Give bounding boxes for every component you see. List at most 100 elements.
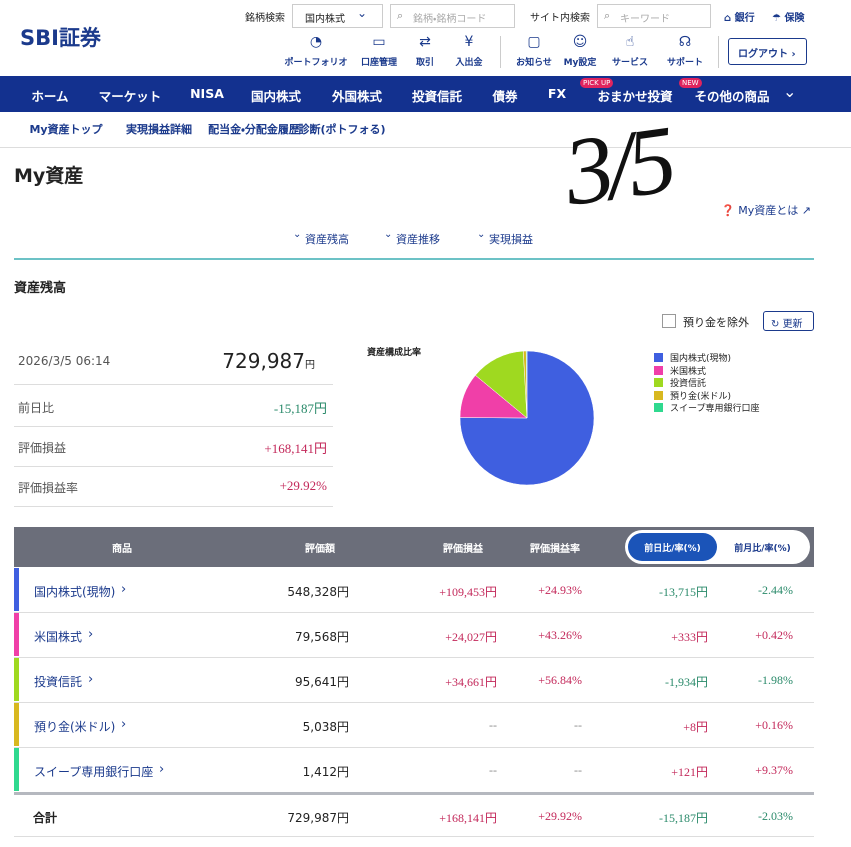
sub-nav-item[interactable]: My資産トップ [29, 123, 103, 136]
nav-item[interactable]: ホーム [31, 89, 69, 104]
summary-value: +29.92% [279, 478, 327, 493]
cell: -- [489, 718, 497, 732]
icon-label[interactable]: サービス [611, 58, 648, 68]
icon-label[interactable]: 口座管理 [360, 58, 397, 68]
nav-item[interactable]: 外国株式 [331, 89, 382, 104]
nav-item[interactable]: マーケット [98, 89, 162, 104]
product-link[interactable]: 国内株式(現物) [34, 585, 116, 599]
product-link[interactable]: 米国株式 [34, 630, 83, 644]
cell: 548,328円 [287, 585, 349, 599]
bank-link[interactable]: ⌂ 銀行 [724, 13, 755, 24]
table-header-cell: 評価損益 [443, 544, 483, 555]
cell: +333円 [671, 630, 708, 644]
row-border [14, 426, 333, 427]
legend-label: 国内株式(現物) [670, 354, 732, 364]
table-header-cell: 評価額 [305, 544, 335, 555]
sub-nav-item[interactable]: 配当金・分配金履歴 [208, 123, 300, 136]
summary-label: 評価損益率 [18, 481, 79, 495]
cell: +24,027円 [445, 630, 497, 644]
product-link[interactable]: 預り金(米ドル) [34, 720, 116, 734]
cell: +56.84% [538, 673, 582, 687]
anchor-link[interactable]: 実現損益 [489, 233, 533, 246]
sub-nav-item[interactable]: 診断(ポトフォる) [298, 123, 386, 136]
cell: -1,934円 [665, 675, 708, 689]
icon: ▭ [372, 34, 386, 50]
row-color-bar [14, 748, 19, 791]
nav-item[interactable]: その他の商品 [694, 89, 770, 104]
cell: -- [489, 763, 497, 777]
site-search-input[interactable]: ⌕ キーワード [597, 4, 711, 28]
page-title: My資産 [14, 165, 84, 187]
badge: NEW [679, 78, 702, 88]
nav-item[interactable]: FX [547, 86, 567, 101]
legend-label: 投資信託 [670, 379, 707, 390]
chevron: › [159, 762, 165, 777]
checkbox[interactable] [662, 314, 676, 328]
cell: 5,038円 [302, 720, 349, 734]
anchor-link[interactable]: 資産推移 [396, 233, 440, 246]
help-link[interactable]: ❓ My資産とは ↗ [721, 204, 811, 217]
icon-label[interactable]: ポートフォリオ [284, 58, 348, 68]
nav-item[interactable]: NISA [190, 86, 224, 101]
cell: -13,715円 [659, 585, 708, 599]
nav-item[interactable]: 債券 [492, 89, 518, 104]
divider [500, 36, 501, 68]
row-color-bar [14, 658, 19, 701]
nav-item[interactable]: おまかせ投資 [597, 89, 673, 104]
chevron: › [121, 717, 127, 732]
row-color-bar [14, 568, 19, 611]
cell: +34,661円 [445, 675, 497, 689]
toggle-option[interactable]: 前日比/率(%) [644, 544, 701, 554]
cell: +24.93% [538, 583, 582, 597]
checkbox-label: 預り金を除外 [683, 316, 749, 329]
nav-item[interactable]: 投資信託 [411, 89, 462, 104]
placeholder: 銘柄・銘柄コード [413, 14, 487, 25]
cell: -1.98% [758, 673, 793, 687]
product-link[interactable]: スイープ専用銀行口座 [34, 765, 154, 779]
icon-label[interactable]: お知らせ [516, 58, 552, 68]
cell: +43.26% [538, 628, 582, 642]
stock-search-input[interactable]: ⌕ 銘柄・銘柄コード [390, 4, 515, 28]
row-color-bar [14, 703, 19, 746]
product-link[interactable]: 投資信託 [34, 675, 83, 689]
summary-label: 評価損益 [18, 441, 67, 455]
market-select[interactable]: 国内株式 ⌄ [292, 4, 383, 28]
insurance-text: 保険 [784, 13, 805, 24]
logout-button[interactable]: ログアウト › [728, 38, 807, 65]
icon: ☺ [572, 34, 588, 50]
row-border [14, 506, 333, 507]
stock-search-label: 銘柄検索 [245, 13, 285, 24]
row-border [14, 836, 814, 837]
summary-label: 前日比 [18, 401, 55, 415]
icon-label[interactable]: サポート [666, 58, 703, 68]
chevron: ⌄ [357, 6, 368, 20]
icon: ▢ [527, 34, 541, 50]
anchor-link[interactable]: 資産残高 [305, 233, 349, 246]
logo[interactable]: SBI証券 [20, 26, 101, 50]
pie-slice [525, 350, 528, 419]
cell: 729,987円 [287, 811, 349, 825]
section-title: 資産残高 [14, 281, 67, 296]
row-border [14, 657, 814, 658]
toggle-option[interactable]: 前月比/率(%) [734, 544, 791, 554]
refresh-button[interactable]: ↻ 更新 [763, 311, 814, 331]
icon-label[interactable]: 入出金 [455, 58, 483, 68]
refresh-label: 更新 [782, 319, 803, 330]
row-border [14, 747, 814, 748]
badge: PICK UP [580, 78, 614, 88]
icon-label[interactable]: My設定 [563, 58, 597, 68]
icon-label[interactable]: 取引 [415, 58, 434, 68]
cell: 79,568円 [295, 630, 349, 644]
chevron: › [121, 582, 127, 597]
site-search-label: サイト内検索 [530, 13, 590, 24]
chevron: ⌄ [783, 82, 797, 101]
row-border [14, 384, 333, 385]
toggle-active [628, 533, 717, 561]
insurance-link[interactable]: ☂ 保険 [772, 13, 805, 24]
refresh-text: ↻ 更新 [771, 319, 803, 330]
sub-nav-item[interactable]: 実現損益詳細 [126, 123, 192, 136]
icon: ☊ [678, 34, 692, 50]
total-unit: 円 [305, 360, 315, 371]
nav-item[interactable]: 国内株式 [250, 89, 301, 104]
divider [718, 36, 719, 68]
